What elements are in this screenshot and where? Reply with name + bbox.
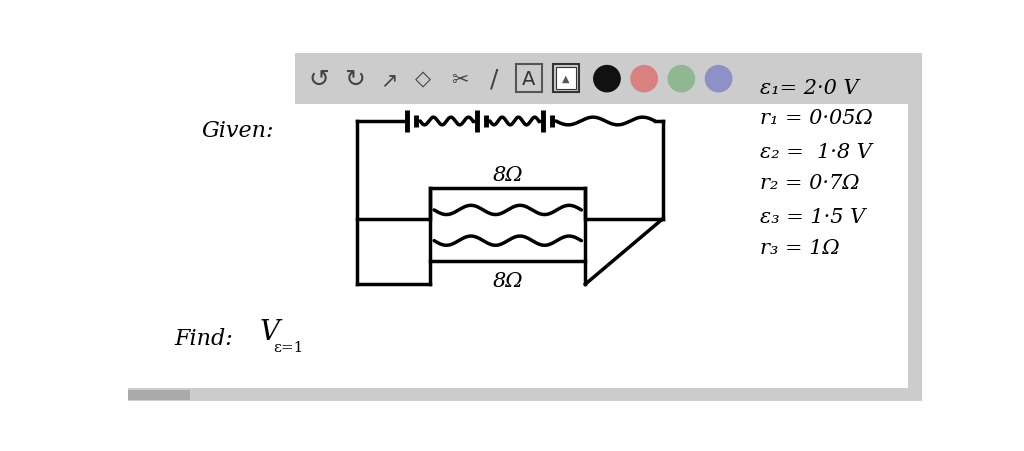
Bar bbox=[515, 65, 542, 92]
Text: Given:: Given: bbox=[202, 120, 274, 142]
Bar bbox=[556, 68, 575, 89]
Circle shape bbox=[631, 66, 657, 92]
Text: ◇: ◇ bbox=[416, 69, 431, 89]
Circle shape bbox=[594, 66, 621, 92]
Text: ✂: ✂ bbox=[451, 69, 468, 89]
Text: A: A bbox=[522, 70, 536, 89]
Text: ↗: ↗ bbox=[380, 69, 397, 89]
Bar bbox=[295, 54, 914, 105]
Text: r₃ = 1Ω: r₃ = 1Ω bbox=[760, 238, 840, 257]
Text: r₁ = 0·05Ω: r₁ = 0·05Ω bbox=[760, 108, 872, 127]
Text: ε₂ =  1·8 V: ε₂ = 1·8 V bbox=[760, 143, 871, 162]
Text: r₂ = 0·7Ω: r₂ = 0·7Ω bbox=[760, 174, 859, 193]
Bar bbox=[430, 189, 586, 262]
Circle shape bbox=[706, 66, 732, 92]
Text: ↺: ↺ bbox=[309, 68, 330, 92]
Text: 8Ω: 8Ω bbox=[493, 272, 523, 290]
Circle shape bbox=[669, 66, 694, 92]
Text: V: V bbox=[260, 319, 280, 346]
Text: /: / bbox=[489, 68, 498, 92]
Bar bbox=[553, 65, 579, 92]
Bar bbox=[128, 390, 190, 400]
Bar bbox=[908, 54, 922, 401]
Text: ε=1: ε=1 bbox=[273, 341, 304, 354]
Text: ε₁= 2·0 V: ε₁= 2·0 V bbox=[760, 79, 858, 98]
Text: ▲: ▲ bbox=[562, 74, 569, 84]
Text: Find:: Find: bbox=[174, 327, 233, 350]
Text: 8Ω: 8Ω bbox=[493, 165, 523, 184]
Text: ↻: ↻ bbox=[344, 68, 365, 92]
Bar bbox=[128, 388, 922, 401]
Text: ε₃ = 1·5 V: ε₃ = 1·5 V bbox=[760, 207, 865, 226]
